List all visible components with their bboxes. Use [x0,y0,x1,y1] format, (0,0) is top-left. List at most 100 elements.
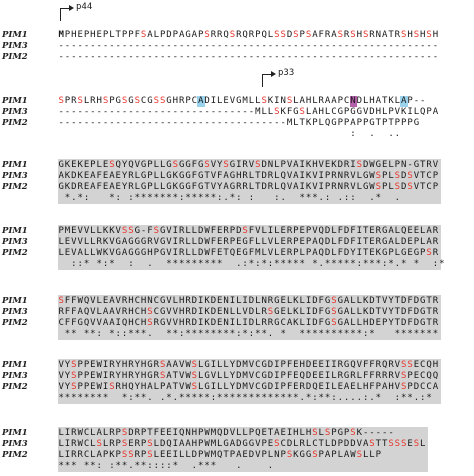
residue: A [166,371,172,381]
residue: R [153,360,160,370]
residue: L [96,307,102,317]
residue: P [261,450,267,460]
consensus-symbol: * [147,193,153,203]
residue: T [388,30,394,40]
residue: S [121,96,128,106]
residue: R [178,226,185,236]
residue: - [324,41,331,51]
residue: L [420,237,426,247]
residue: I [324,360,331,370]
residue: D [324,226,331,236]
consensus-symbol: . [236,461,242,471]
residue: I [236,160,242,170]
residue: G [147,360,153,370]
residue: V [350,171,356,181]
residue: F [217,171,223,181]
residue: P [229,226,236,236]
residue: K [102,248,109,258]
residue: - [128,52,134,62]
residue: I [172,237,179,247]
consensus-symbol: * [324,393,331,403]
residue: P [77,360,83,370]
residue: P [388,107,394,117]
residue: S [388,439,394,449]
consensus-symbol: : [248,329,255,339]
residue: A [77,248,83,258]
residue: A [96,450,102,460]
residue: V [255,226,261,236]
residue: L [286,296,293,306]
residue: G [299,450,305,460]
residue: - [121,118,128,128]
consensus-symbol: . [147,329,153,339]
residue: T [172,371,179,381]
residue: G [178,171,185,181]
residue: - [115,52,121,62]
residue: Q [432,371,439,381]
residue: G [204,371,210,381]
residue: M [242,360,248,370]
residue: G [413,248,420,258]
residue: S [159,96,166,106]
residue: G [362,182,369,192]
residue: - [274,41,280,51]
consensus-symbol: * [128,329,134,339]
consensus-symbol: * [223,393,229,403]
residue: G [350,107,356,117]
residue: G [293,107,299,117]
residue: V [350,182,356,192]
residue: T [426,318,432,328]
residue: G [381,226,388,236]
residue: E [293,382,299,392]
residue: Q [280,182,286,192]
residue: D [248,318,255,328]
residue: L [134,171,140,181]
residue: T [381,439,388,449]
residue: A [331,96,337,106]
consensus-symbol: * [83,393,90,403]
consensus-symbol: * [121,461,128,471]
consensus-symbol: . [128,461,134,471]
residue: P [388,248,394,258]
residue: I [102,371,109,381]
residue: Y [229,371,236,381]
residue: S [394,439,401,449]
residue: P [394,160,401,170]
residue: L [394,226,401,236]
residue: E [261,428,267,438]
residue: L [420,226,426,236]
residue: - [140,226,147,236]
residue: L [90,237,96,247]
residue: M [64,226,71,236]
consensus-symbol: * [375,259,382,269]
residue: L [223,382,229,392]
residue: T [420,160,426,170]
residue: - [229,52,236,62]
residue: D [324,237,331,247]
residue: - [261,52,267,62]
residue: H [312,160,318,170]
consensus-symbol: . [318,193,324,203]
residue: D [223,428,229,438]
residue: G [375,160,382,170]
residue: - [96,107,102,117]
residue: R [318,96,324,106]
residue: R [223,226,229,236]
residue: P [64,30,71,40]
sequence-row: GKEKEPLESQYQVGPLLGSGGFGSVYSGIRVSDNLPVAIK… [58,160,439,171]
residue: - [109,107,115,117]
residue: L [153,182,160,192]
residue: F [286,107,293,117]
residue: Y [64,382,71,392]
residue: K [64,182,71,192]
residue: K [305,118,312,128]
residue: G [159,237,166,247]
residue: E [102,171,109,181]
residue: F [286,360,293,370]
residue: T [267,428,274,438]
residue: I [305,296,312,306]
residue: L [185,237,191,247]
residue: T [388,118,394,128]
residue: - [388,428,394,438]
residue: L [90,226,96,236]
